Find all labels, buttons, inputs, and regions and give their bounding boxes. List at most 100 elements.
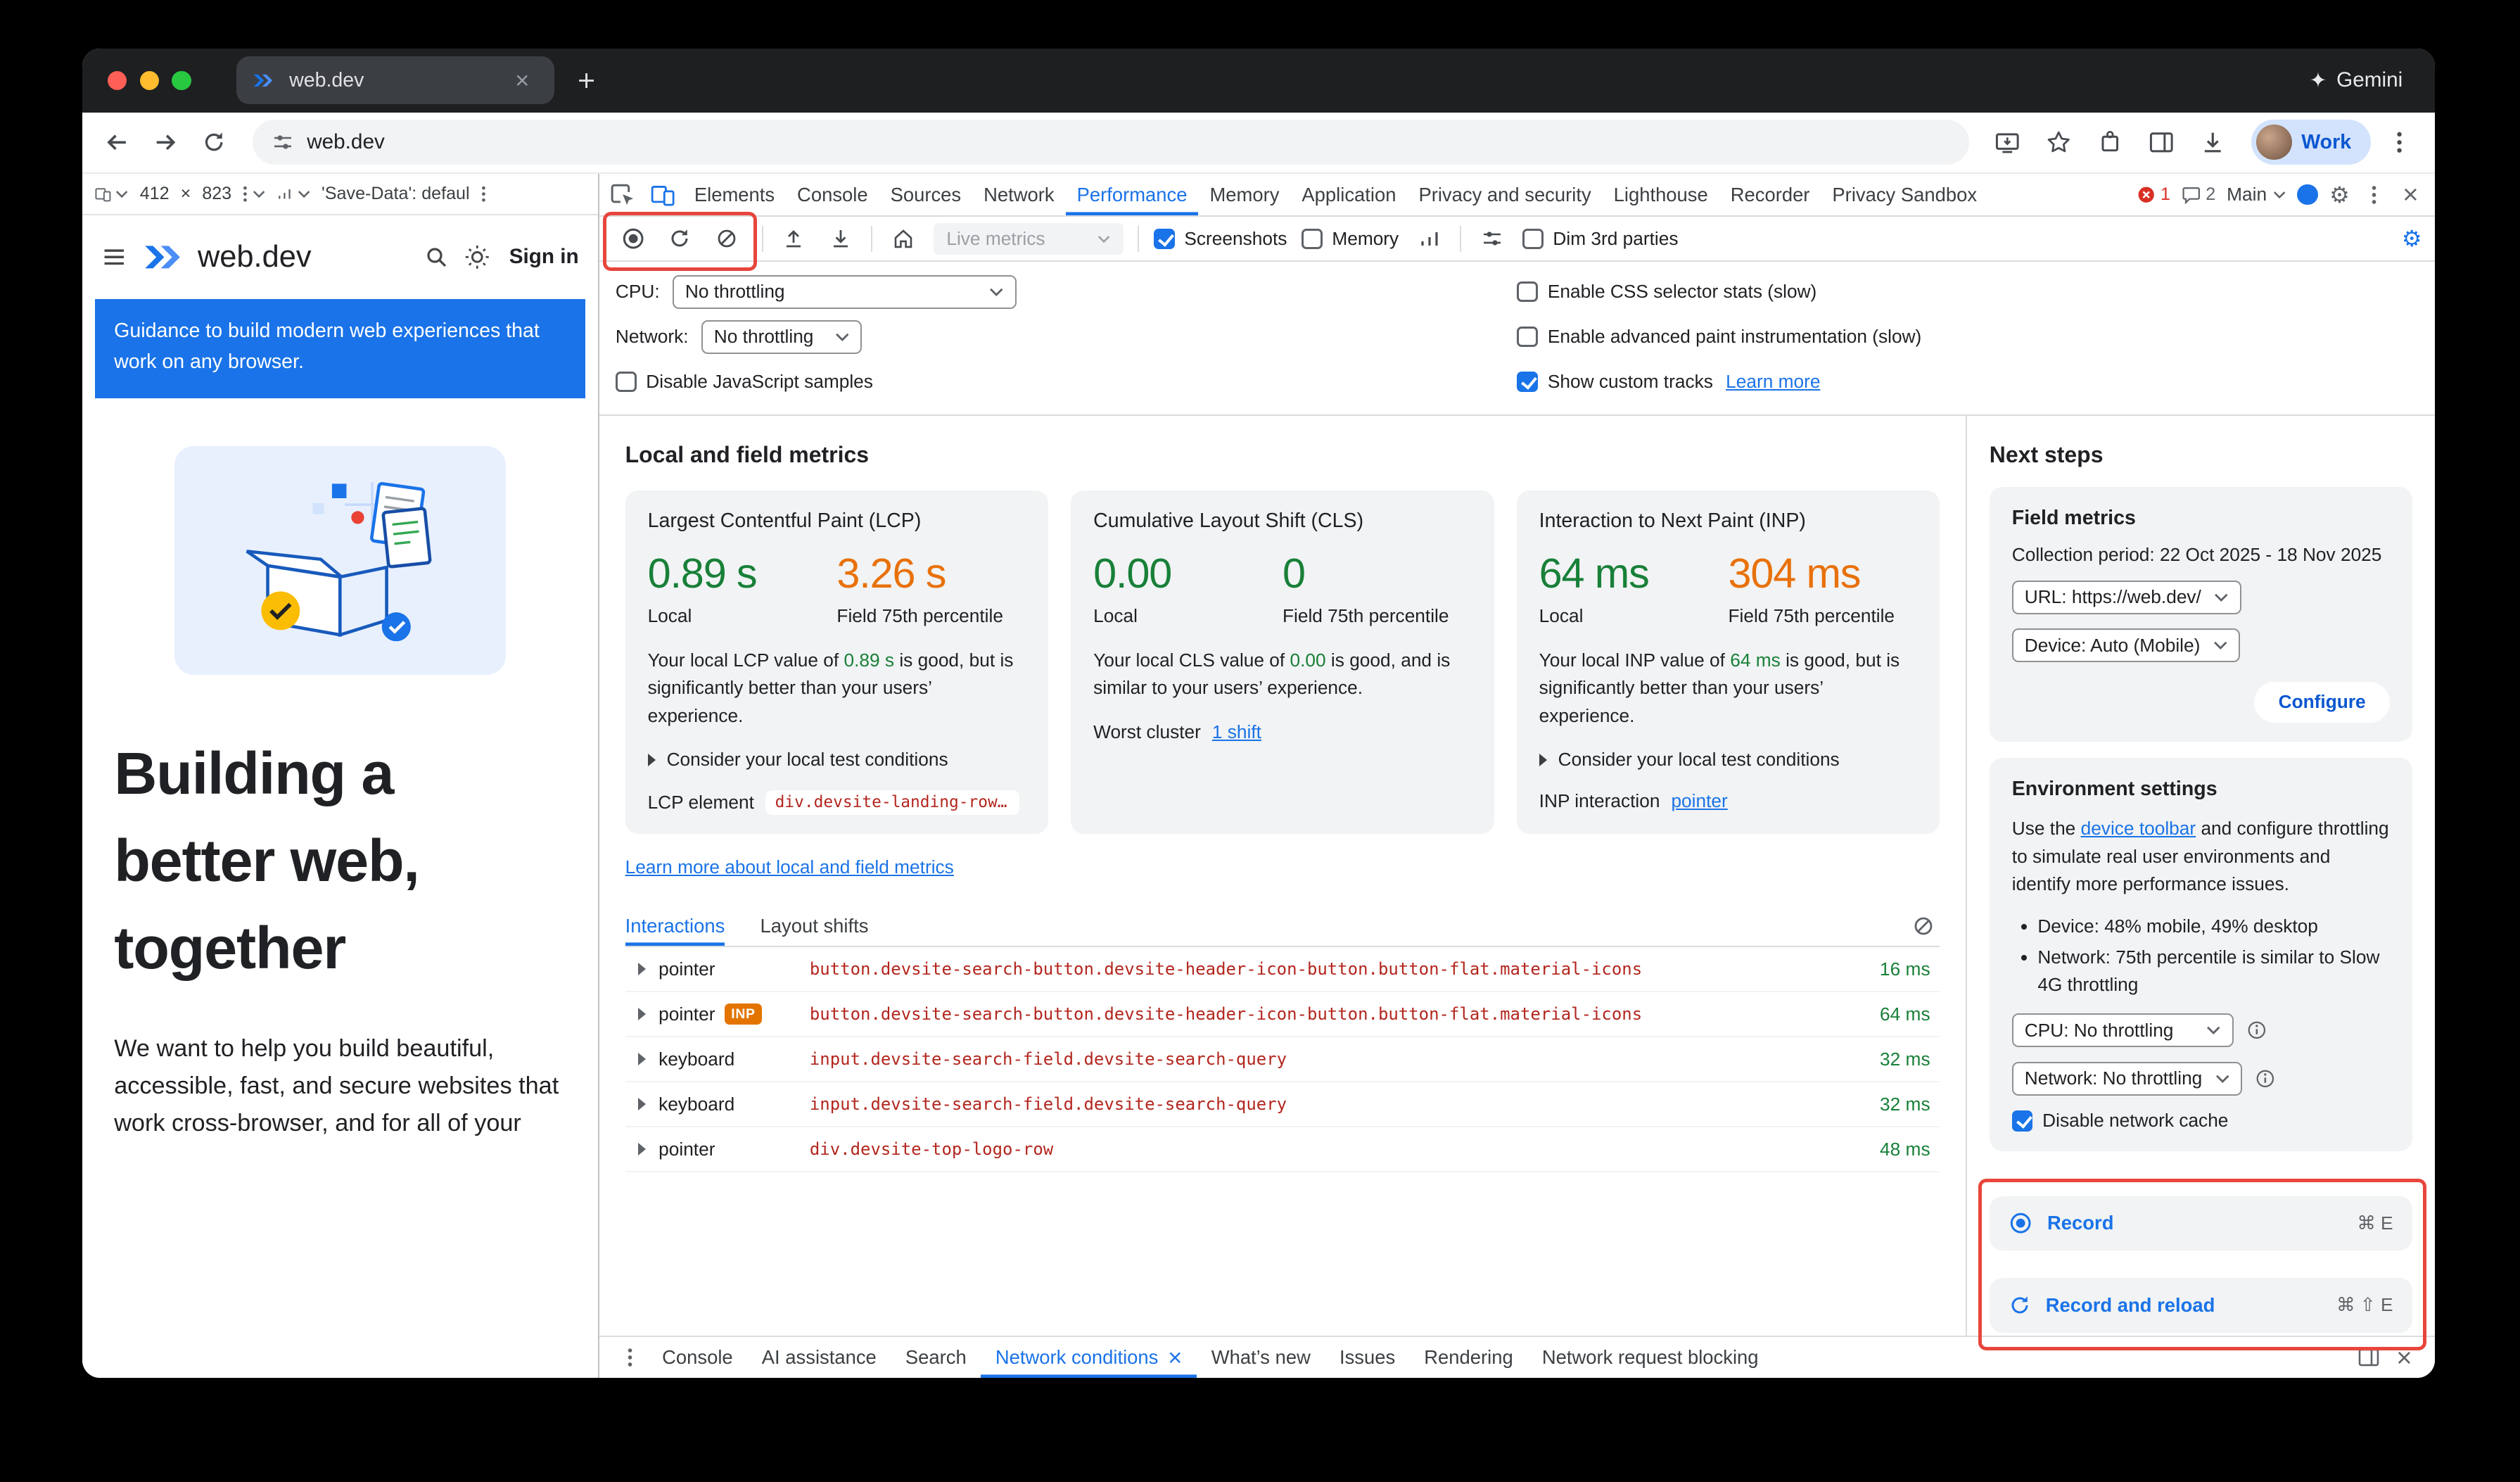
show-custom-tracks-checkbox[interactable]: Show custom tracks xyxy=(1517,371,1713,393)
hamburger-icon[interactable] xyxy=(101,244,127,270)
field-url-select[interactable]: URL: https://web.dev/ xyxy=(2011,580,2241,614)
lcp-test-conditions-expander[interactable]: Consider your local test conditions xyxy=(647,749,1026,771)
drawer-tab-whats-new[interactable]: What’s new xyxy=(1211,1346,1311,1369)
drawer-tab-network-request-blocking[interactable]: Network request blocking xyxy=(1541,1346,1759,1369)
device-toolbar-toggle-button[interactable] xyxy=(643,174,683,215)
network-throttle-button[interactable] xyxy=(1413,223,1446,255)
dim-3rd-parties-checkbox[interactable]: Dim 3rd parties xyxy=(1522,228,1679,250)
network-throttling-select[interactable]: No throttling xyxy=(701,319,863,354)
info-icon[interactable] xyxy=(2255,1068,2276,1089)
error-count-badge[interactable]: 1 xyxy=(2137,184,2170,205)
tab-privacy-sandbox[interactable]: Privacy Sandbox xyxy=(1832,183,1978,205)
info-icon[interactable] xyxy=(2246,1020,2267,1041)
field-device-select[interactable]: Device: Auto (Mobile) xyxy=(2011,628,2241,663)
env-network-select[interactable]: Network: No throttling xyxy=(2011,1061,2243,1096)
drawer-dock-button[interactable] xyxy=(2351,1340,2386,1375)
profile-button[interactable]: Work xyxy=(2251,120,2371,165)
env-cpu-select[interactable]: CPU: No throttling xyxy=(2011,1013,2234,1048)
forward-button[interactable] xyxy=(143,120,188,165)
record-button[interactable]: Record ⌘ E xyxy=(1989,1196,2412,1251)
browser-menu-button[interactable] xyxy=(2377,120,2422,165)
drawer-tab-network-conditions[interactable]: Network conditions xyxy=(981,1337,1197,1377)
filter-button[interactable] xyxy=(1476,223,1508,255)
clear-button[interactable] xyxy=(711,223,743,255)
disable-js-samples-checkbox[interactable]: Disable JavaScript samples xyxy=(615,371,873,393)
tab-console[interactable]: Console xyxy=(797,183,868,205)
devtools-settings-button[interactable]: ⚙ xyxy=(2329,182,2350,208)
drawer-tab-rendering[interactable]: Rendering xyxy=(1424,1346,1513,1369)
downloads-button[interactable] xyxy=(2191,120,2236,165)
record-toggle-button[interactable] xyxy=(617,223,649,255)
configure-button[interactable]: Configure xyxy=(2254,681,2390,723)
tab-sources[interactable]: Sources xyxy=(890,183,962,205)
theme-toggle-sun-icon[interactable] xyxy=(464,244,490,270)
tab-recorder[interactable]: Recorder xyxy=(1730,183,1810,205)
extensions-button[interactable] xyxy=(2088,120,2133,165)
dimensions-select[interactable] xyxy=(95,186,129,202)
lcp-element-chip[interactable]: div.devsite-landing-row-ite… xyxy=(765,790,1019,815)
save-profile-button[interactable] xyxy=(825,223,857,255)
tab-layout-shifts[interactable]: Layout shifts xyxy=(760,914,869,937)
drawer-tab-ai-assistance[interactable]: AI assistance xyxy=(761,1346,877,1369)
tab-network[interactable]: Network xyxy=(984,183,1055,205)
cpu-throttling-select[interactable]: No throttling xyxy=(672,274,1017,309)
back-button[interactable] xyxy=(95,120,140,165)
drawer-close-button[interactable] xyxy=(2386,1340,2422,1375)
interaction-row[interactable]: keyboard input.devsite-search-field.devs… xyxy=(625,1082,1940,1128)
interaction-row[interactable]: keyboard input.devsite-search-field.devs… xyxy=(625,1037,1940,1083)
clear-interactions-button[interactable] xyxy=(1908,910,1940,942)
inp-interaction-link[interactable]: pointer xyxy=(1671,790,1728,811)
reload-button[interactable] xyxy=(191,120,236,165)
inspect-button[interactable] xyxy=(603,174,643,215)
paint-instrumentation-checkbox[interactable]: Enable advanced paint instrumentation (s… xyxy=(1517,326,1921,348)
window-maximize-button[interactable] xyxy=(172,70,191,90)
record-and-reload-button[interactable]: Record and reload ⌘ ⇧ E xyxy=(1989,1278,2412,1333)
device-width-input[interactable]: 412 xyxy=(139,183,170,203)
device-toolbar-menu-button[interactable] xyxy=(481,184,486,203)
tab-privacy-and-security[interactable]: Privacy and security xyxy=(1418,183,1591,205)
interaction-row[interactable]: pointer div.devsite-top-logo-row 48 ms xyxy=(625,1127,1940,1173)
tab-lighthouse[interactable]: Lighthouse xyxy=(1613,183,1708,205)
css-selector-stats-checkbox[interactable]: Enable CSS selector stats (slow) xyxy=(1517,281,1816,303)
side-panel-button[interactable] xyxy=(2139,120,2184,165)
window-close-button[interactable] xyxy=(108,70,127,90)
browser-tab[interactable]: web.dev xyxy=(236,56,555,105)
drawer-tab-console[interactable]: Console xyxy=(662,1346,733,1369)
window-minimize-button[interactable] xyxy=(139,70,160,90)
tab-application[interactable]: Application xyxy=(1302,183,1396,205)
zoom-select[interactable] xyxy=(243,184,265,203)
history-select[interactable]: Live metrics xyxy=(934,222,1124,255)
custom-tracks-learn-more-link[interactable]: Learn more xyxy=(1726,370,1821,392)
devtools-menu-button[interactable] xyxy=(2361,174,2387,215)
site-settings-icon[interactable] xyxy=(272,131,294,153)
drawer-tab-issues[interactable]: Issues xyxy=(1339,1346,1396,1369)
throttling-select[interactable] xyxy=(276,186,310,202)
tab-memory[interactable]: Memory xyxy=(1209,183,1280,205)
tab-close-icon[interactable] xyxy=(507,64,539,96)
search-icon[interactable] xyxy=(424,245,448,269)
tab-interactions[interactable]: Interactions xyxy=(625,906,725,946)
new-tab-button[interactable] xyxy=(571,64,603,96)
bookmark-button[interactable] xyxy=(2036,120,2081,165)
tab-performance[interactable]: Performance xyxy=(1066,174,1199,216)
share-button[interactable] xyxy=(1985,120,2030,165)
record-and-reload-button[interactable] xyxy=(663,223,696,255)
interaction-row[interactable]: pointer INP button.devsite-search-button.… xyxy=(625,992,1940,1038)
address-bar[interactable]: web.dev xyxy=(252,120,1969,165)
close-icon[interactable] xyxy=(1168,1350,1183,1365)
drawer-menu-button[interactable] xyxy=(612,1340,647,1375)
capture-settings-button[interactable]: ⚙ xyxy=(2401,226,2422,252)
load-profile-button[interactable] xyxy=(778,223,810,255)
context-select[interactable]: Main xyxy=(2227,184,2286,205)
live-metrics-home-button[interactable] xyxy=(887,223,919,255)
gemini-button[interactable]: ✦ Gemini xyxy=(2310,68,2410,93)
screenshots-checkbox[interactable]: Screenshots xyxy=(1154,228,1287,250)
sign-in-link[interactable]: Sign in xyxy=(509,245,579,269)
interaction-row[interactable]: pointer button.devsite-search-button.dev… xyxy=(625,947,1940,993)
device-height-input[interactable]: 823 xyxy=(202,183,232,203)
worst-cluster-link[interactable]: 1 shift xyxy=(1211,721,1261,743)
webdev-logo[interactable]: web.dev xyxy=(143,240,312,274)
tab-elements[interactable]: Elements xyxy=(694,183,775,205)
inp-test-conditions-expander[interactable]: Consider your local test conditions xyxy=(1539,749,1918,771)
devtools-close-button[interactable] xyxy=(2398,174,2424,215)
